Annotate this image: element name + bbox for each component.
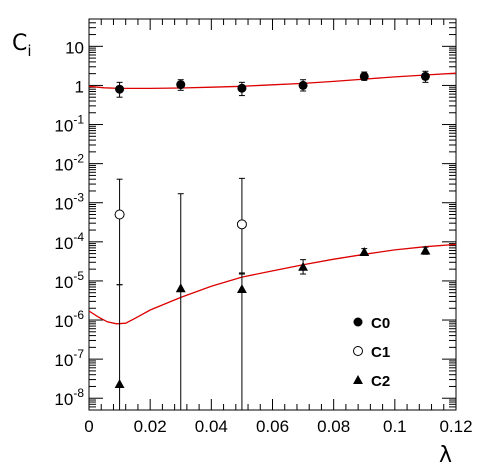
y-tick-label: 10-8 xyxy=(54,386,84,409)
data-point-c2 xyxy=(175,283,186,293)
x-tick-label: 0.04 xyxy=(195,417,228,436)
data-point-c0 xyxy=(115,84,125,94)
y-tick-label-exponent: -3 xyxy=(73,191,84,205)
legend-marker-c2 xyxy=(353,375,363,384)
y-tick-label-exponent: -1 xyxy=(73,113,84,127)
y-tick-label: 10-6 xyxy=(54,308,84,331)
y-tick-label-exponent: -4 xyxy=(73,230,84,244)
legend-marker-c1 xyxy=(353,346,363,356)
y-tick-label: 10-5 xyxy=(54,269,84,292)
y-tick-label-base: 10 xyxy=(54,234,73,253)
fit-curve-2 xyxy=(88,243,457,325)
legend-label-c2: C2 xyxy=(371,373,390,390)
y-tick-label: 1 xyxy=(75,77,84,96)
y-tick-label: 10-4 xyxy=(54,230,84,253)
fit-curve-1 xyxy=(88,72,457,90)
x-tick-label: 0.12 xyxy=(439,417,472,436)
data-point-c2 xyxy=(420,245,431,255)
y-tick-label-exponent: -6 xyxy=(73,308,84,322)
data-point-c2 xyxy=(236,284,247,294)
y-tick-label: 10-2 xyxy=(54,152,84,175)
y-axis-title-subscript: i xyxy=(27,42,31,60)
data-point-c1 xyxy=(236,219,247,230)
plot-area-border xyxy=(88,18,457,411)
y-tick-label: 10 xyxy=(65,38,84,57)
data-point-c0 xyxy=(176,80,186,90)
y-tick-label-base: 10 xyxy=(54,117,73,136)
data-point-c0 xyxy=(237,83,247,93)
y-tick-label-base: 10 xyxy=(54,156,73,175)
y-tick-label-exponent: -8 xyxy=(73,386,84,400)
y-axis-title-main: C xyxy=(12,31,27,56)
y-tick-label: 10-7 xyxy=(54,347,84,370)
data-point-c2 xyxy=(298,261,309,271)
legend-label-c1: C1 xyxy=(371,344,390,361)
data-points xyxy=(114,71,431,389)
x-tick-label: 0 xyxy=(84,417,93,436)
data-point-c0 xyxy=(359,71,369,81)
legend-marker-c0 xyxy=(353,317,363,327)
x-tick-label: 0.08 xyxy=(317,417,350,436)
y-tick-label-exponent: -2 xyxy=(73,152,84,166)
data-point-c1 xyxy=(114,209,125,220)
y-tick-label: 10-1 xyxy=(54,113,84,136)
plot-frame xyxy=(88,18,457,411)
y-tick-label-base: 1 xyxy=(75,77,84,96)
y-tick-label: 10-3 xyxy=(54,191,84,214)
x-tick-label: 0.1 xyxy=(383,417,407,436)
legend: C0 C1 C2 xyxy=(353,315,390,390)
y-tick-label-exponent: -7 xyxy=(73,347,84,361)
x-tick-labels: 0 0.02 0.04 0.06 0.08 0.1 0.12 xyxy=(84,417,472,436)
x-axis-title: λ xyxy=(439,443,452,468)
fit-curves xyxy=(88,72,457,325)
y-tick-label-base: 10 xyxy=(54,273,73,292)
y-tick-label-base: 10 xyxy=(54,195,73,214)
data-point-c0 xyxy=(420,71,430,81)
axis-ticks xyxy=(88,18,457,411)
data-point-c0 xyxy=(298,80,308,90)
x-tick-label: 0.02 xyxy=(134,417,167,436)
y-tick-label-exponent: -5 xyxy=(73,269,84,283)
y-tick-label-base: 10 xyxy=(54,351,73,370)
y-tick-label-base: 10 xyxy=(54,312,73,331)
y-axis-title: Ci xyxy=(12,31,32,60)
y-tick-label-base: 10 xyxy=(65,38,84,57)
x-tick-label: 0.06 xyxy=(256,417,289,436)
data-point-c2 xyxy=(114,379,125,389)
legend-label-c0: C0 xyxy=(371,315,390,332)
data-point-c2 xyxy=(359,247,370,256)
y-tick-label-base: 10 xyxy=(54,390,73,409)
